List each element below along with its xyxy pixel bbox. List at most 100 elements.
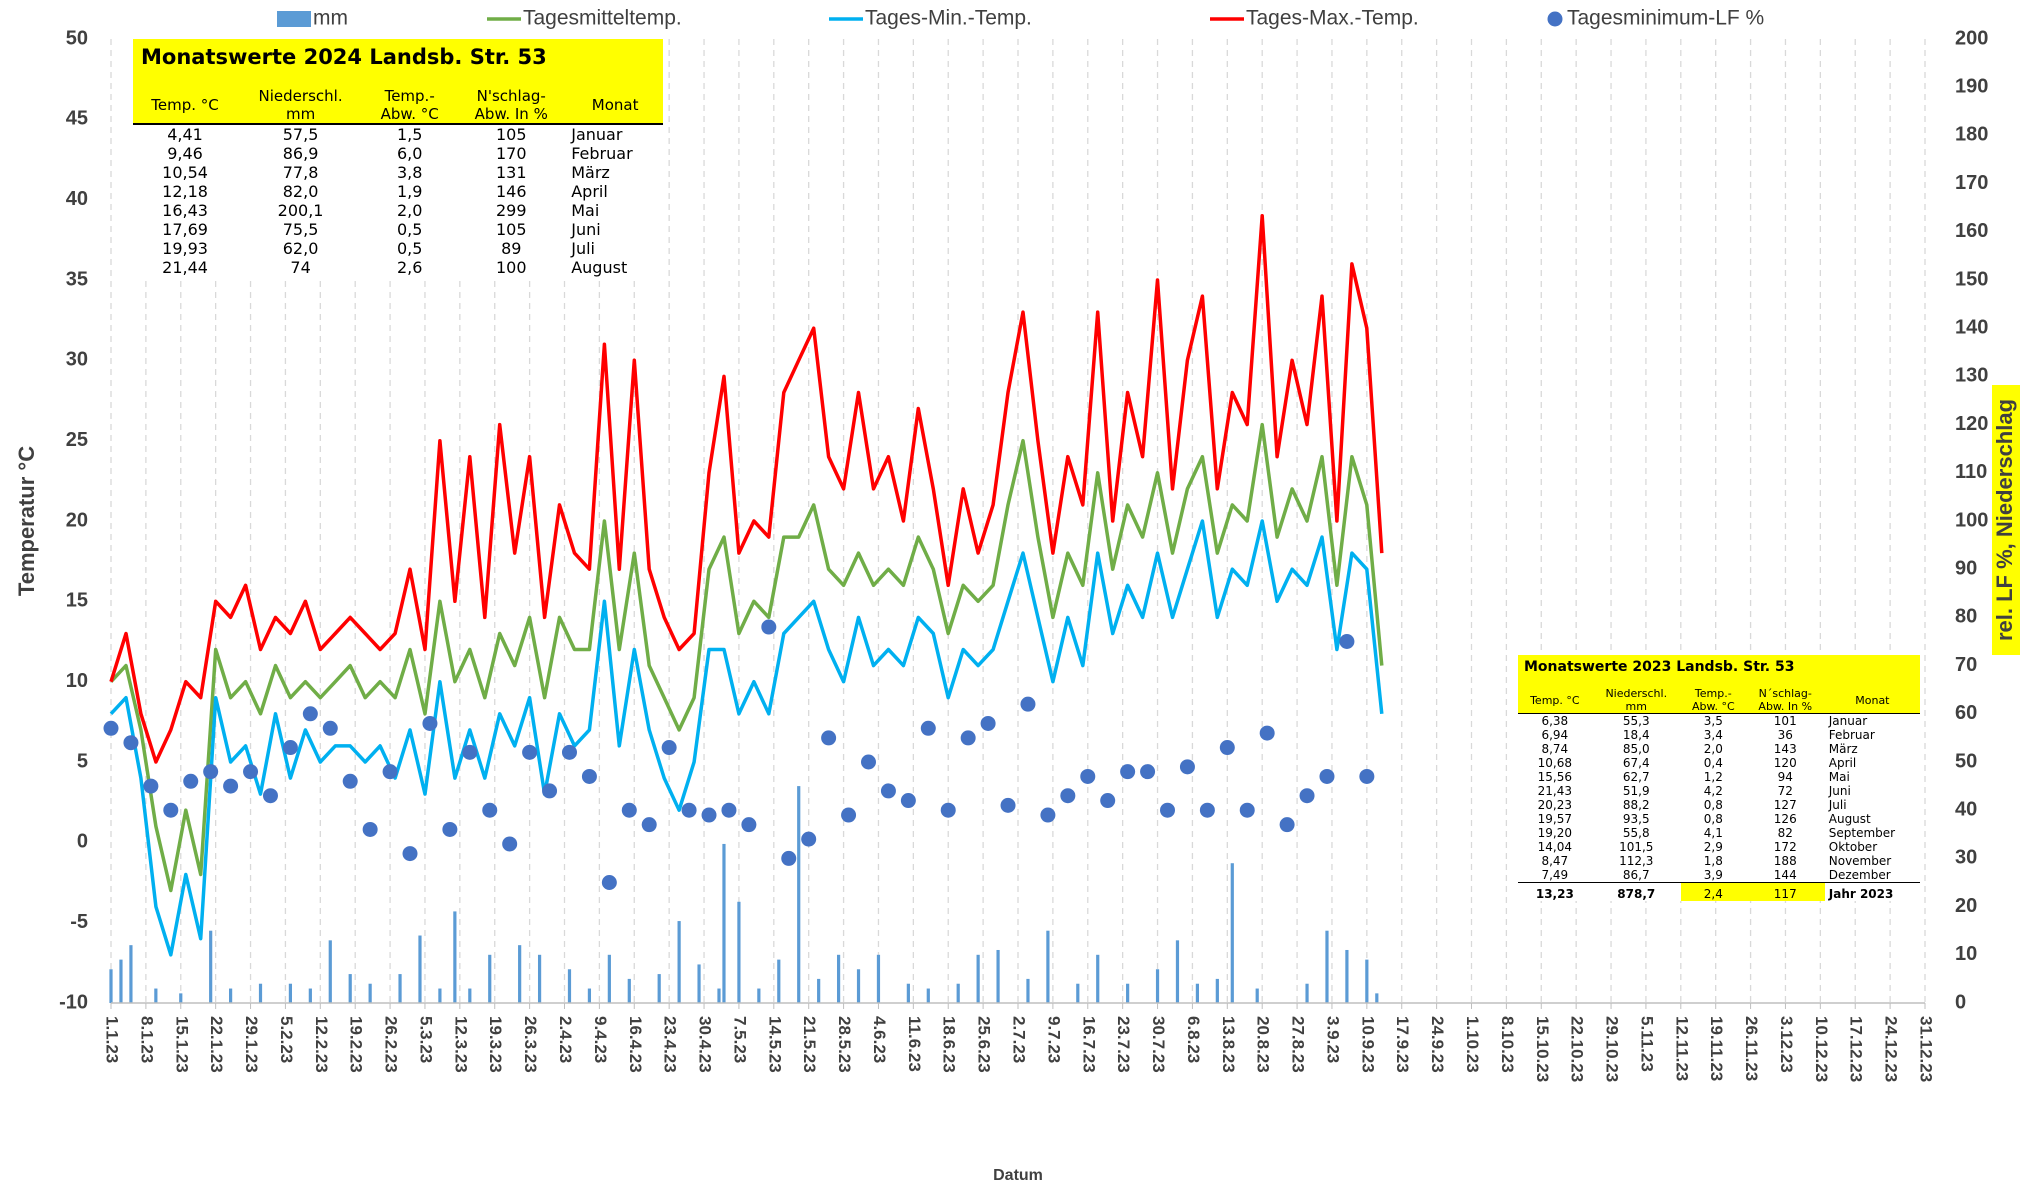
td: 18,4 — [1622, 728, 1650, 742]
header-line: Abw. In % — [1758, 700, 1813, 713]
tr: 8,74 85,0 2,0 143 März — [1518, 742, 1920, 756]
y2-tick-label: 60 — [1955, 702, 1977, 724]
x-tick-label: 26.2.23 — [382, 1016, 401, 1073]
header-line: Abw. °C — [380, 105, 439, 123]
x-tick-label: 4.6.23 — [870, 1016, 889, 1063]
legend-swatch — [277, 11, 311, 27]
td: 19,93 — [162, 239, 208, 258]
bar — [697, 964, 701, 1003]
x-tick-label: 2.4.23 — [556, 1016, 575, 1063]
dot — [621, 802, 637, 818]
m: August — [1828, 812, 1871, 826]
bar — [1305, 983, 1309, 1003]
bar — [453, 911, 457, 1003]
dot — [1040, 807, 1056, 823]
dot — [1339, 634, 1355, 649]
dot — [203, 764, 219, 780]
legend-label: Tages-Max.-Temp. — [1246, 7, 1419, 30]
bar — [1096, 954, 1100, 1003]
x-tick-label: 12.3.23 — [451, 1016, 470, 1073]
x-tick-label: 1.1.23 — [103, 1016, 122, 1063]
bar — [1026, 978, 1030, 1003]
td: 36 — [1777, 728, 1793, 742]
td: 12,18 — [162, 182, 208, 201]
td: 62,0 — [282, 239, 319, 258]
bar — [657, 974, 661, 1003]
bar — [996, 949, 1000, 1003]
y2-tick-label: 50 — [1955, 750, 1977, 772]
y2-tick-label: 170 — [1955, 172, 1988, 194]
ttl: Monatswerte 2023 Landsb. Str. 53 — [1518, 655, 1920, 687]
td: 3,5 — [1703, 714, 1723, 728]
dot — [801, 831, 817, 847]
td: 3,8 — [396, 163, 423, 182]
x-tick-label: 17.12.23 — [1847, 1016, 1866, 1082]
y-tick-label: 40 — [66, 188, 88, 210]
td: 126 — [1773, 812, 1797, 826]
bar — [1230, 863, 1234, 1003]
td: 55,3 — [1622, 714, 1650, 728]
bar — [1325, 930, 1329, 1003]
dot — [841, 807, 857, 823]
x-tick-label: 5.2.23 — [277, 1016, 296, 1063]
dot — [1020, 696, 1036, 712]
td: 2,9 — [1703, 840, 1723, 854]
x-tick-label: 19.2.23 — [347, 1016, 366, 1073]
td: N´schlag- Abw. In % — [1745, 687, 1825, 714]
dot — [362, 821, 378, 837]
y-tick-label: 0 — [77, 831, 88, 853]
td: 0,8 — [1703, 798, 1723, 812]
y2-tick-label: 130 — [1955, 365, 1988, 387]
m: Februar — [571, 144, 633, 163]
bar — [1375, 993, 1379, 1003]
m: April — [571, 182, 608, 201]
dot — [163, 802, 179, 818]
td: 19,57 — [1537, 812, 1572, 826]
bar — [368, 983, 372, 1003]
dot — [542, 783, 558, 799]
bar — [737, 901, 741, 1003]
x-tick-label: 15.1.23 — [172, 1016, 191, 1073]
y2-tick-label: 10 — [1955, 943, 1977, 965]
td: 14,04 — [1537, 840, 1572, 854]
td: 7,49 — [1541, 868, 1569, 882]
x-tick-label: 7.5.23 — [730, 1016, 749, 1063]
td: 74 — [290, 258, 311, 277]
dot — [900, 793, 916, 809]
dot — [1160, 802, 1176, 818]
td: 55,8 — [1622, 826, 1650, 840]
td: 88,2 — [1622, 798, 1650, 812]
x-tick-label: 2.7.23 — [1010, 1016, 1029, 1063]
bar — [129, 945, 133, 1003]
td: Temp. °C — [133, 87, 238, 125]
bar — [722, 843, 726, 1003]
td: 82 — [1777, 826, 1793, 840]
td: 21,44 — [162, 258, 208, 277]
header-line: Monat — [591, 96, 639, 114]
td: 94 — [1777, 770, 1793, 784]
bar — [1076, 983, 1080, 1003]
header-line: Temp.- — [384, 87, 435, 105]
td: 0,5 — [396, 239, 423, 258]
y2-tick-label: 30 — [1955, 847, 1977, 869]
m: Juni — [571, 220, 601, 239]
dot — [223, 778, 239, 794]
bar — [109, 969, 113, 1003]
dot — [1319, 768, 1335, 784]
td: 131 — [495, 163, 527, 182]
td: 8,47 — [1541, 854, 1569, 868]
m: April — [1828, 756, 1857, 770]
x-tick-label: 22.1.23 — [207, 1016, 226, 1073]
dot — [442, 821, 458, 837]
y-axis-title: Temperatur °C — [14, 446, 39, 596]
dot — [960, 730, 976, 746]
dot — [482, 802, 498, 818]
x-tick-label: 3.12.23 — [1777, 1016, 1796, 1073]
td: Niederschl. mm — [237, 87, 365, 125]
td: 89 — [501, 239, 522, 258]
bar — [1215, 978, 1219, 1003]
dot — [701, 807, 717, 823]
bar — [537, 954, 542, 1003]
td: 100 — [495, 258, 527, 277]
